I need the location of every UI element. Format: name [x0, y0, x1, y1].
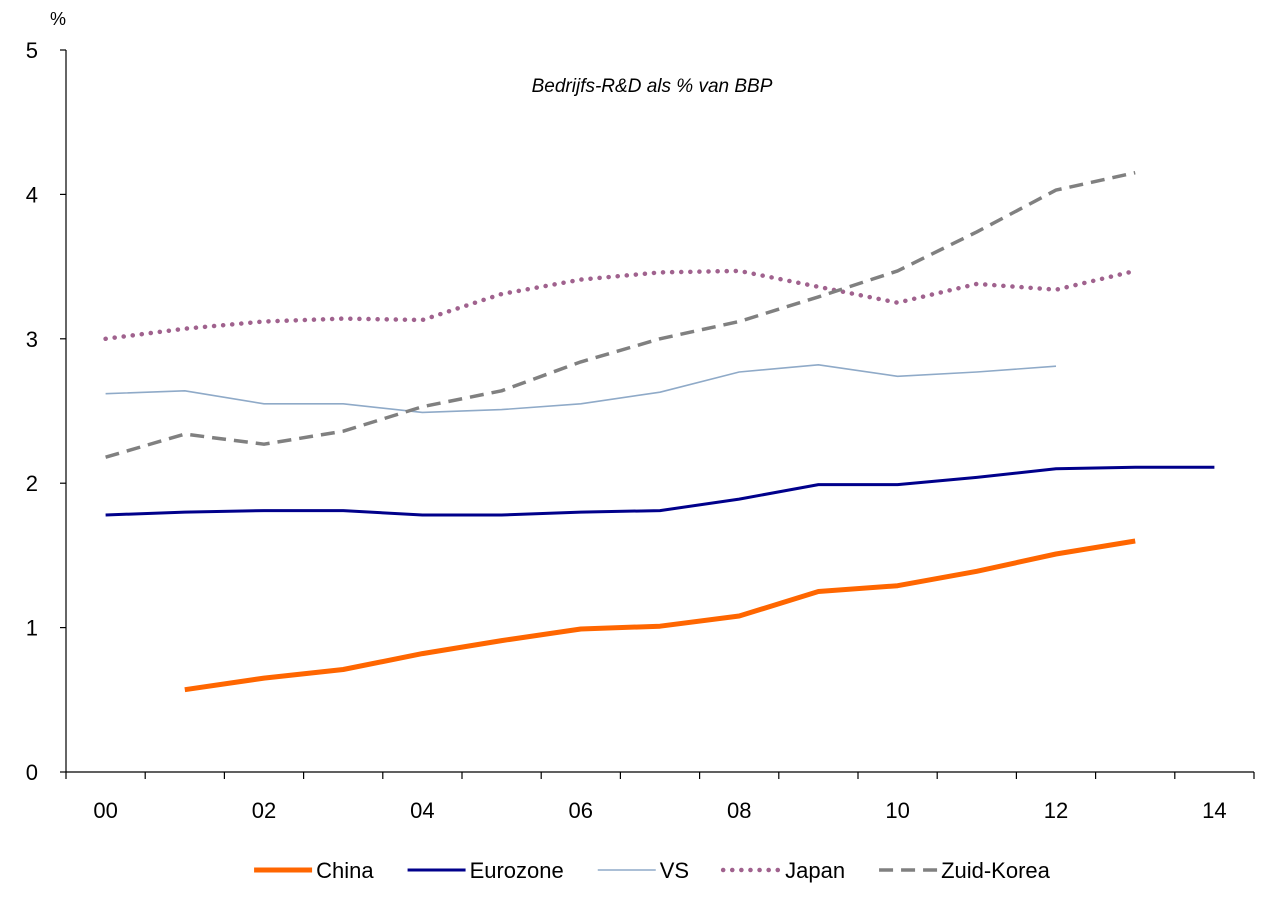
legend-label-vs: VS — [660, 858, 689, 883]
series-line-china — [184, 538, 1136, 693]
x-tick-label: 00 — [93, 798, 117, 823]
x-tick-label: 10 — [885, 798, 909, 823]
series-layer — [103, 170, 1215, 693]
x-tick-label: 06 — [569, 798, 593, 823]
x-tick-label: 08 — [727, 798, 751, 823]
x-tick-label: 12 — [1044, 798, 1068, 823]
y-tick-label: 1 — [26, 616, 38, 641]
legend-label-japan: Japan — [785, 858, 845, 883]
series-line-vs — [105, 363, 1057, 414]
legend: China Eurozone VS Japan Zuid-Korea — [254, 858, 1051, 883]
legend-label-eurozone: Eurozone — [470, 858, 564, 883]
x-tick-label: 04 — [410, 798, 434, 823]
chart-subtitle: Bedrijfs-R&D als % van BBP — [532, 76, 773, 97]
series-line-zuid-korea — [105, 170, 1136, 459]
y-tick-label: 4 — [26, 182, 38, 207]
x-tick-label: 14 — [1202, 798, 1226, 823]
y-tick-label: 0 — [26, 760, 38, 785]
y-tick-label: 2 — [26, 471, 38, 496]
legend-label-zuid-korea: Zuid-Korea — [941, 858, 1051, 883]
x-tick-label: 02 — [252, 798, 276, 823]
y-tick-label: 3 — [26, 327, 38, 352]
series-line-japan — [103, 268, 1138, 342]
series-line-eurozone — [105, 465, 1215, 517]
y-unit-label: % — [50, 9, 66, 29]
legend-label-china: China — [316, 858, 374, 883]
y-tick-label: 5 — [26, 38, 38, 63]
